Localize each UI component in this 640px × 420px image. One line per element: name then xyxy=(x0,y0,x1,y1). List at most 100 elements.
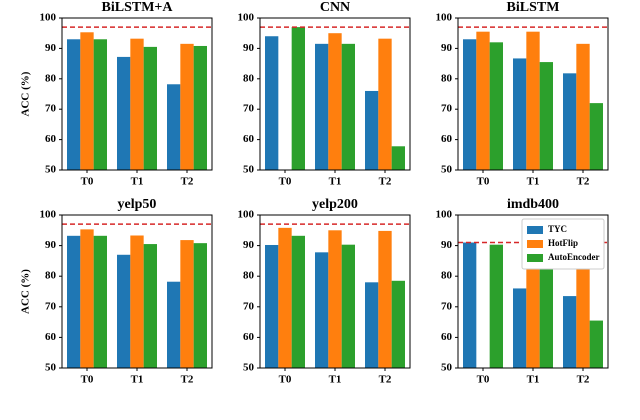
y-tick-label: 90 xyxy=(243,42,255,54)
plot-frame xyxy=(61,214,213,369)
y-tick-label: 90 xyxy=(441,42,453,54)
bar xyxy=(563,296,577,368)
x-tick-label: T1 xyxy=(131,374,144,386)
bar xyxy=(117,254,131,368)
y-tick-label: 70 xyxy=(243,300,255,312)
bar xyxy=(278,227,292,368)
bar xyxy=(589,320,603,368)
y-tick-label: 60 xyxy=(243,331,255,343)
y-tick-label: 50 xyxy=(441,362,453,374)
bar xyxy=(193,45,207,170)
x-tick-label: T0 xyxy=(279,374,292,386)
plot-frame xyxy=(259,17,411,171)
x-tick-label: T2 xyxy=(577,374,590,386)
x-tick-label: T0 xyxy=(279,176,292,188)
chart-title: BiLSTM xyxy=(507,0,560,15)
y-tick-label: 100 xyxy=(238,209,255,221)
bar xyxy=(117,56,131,170)
y-tick-label: 90 xyxy=(441,239,453,251)
bar xyxy=(328,33,342,171)
bar xyxy=(143,244,157,368)
y-tick-label: 70 xyxy=(45,103,57,115)
y-tick-label: 60 xyxy=(441,331,453,343)
y-tick-label: 50 xyxy=(243,362,255,374)
bar xyxy=(291,27,305,171)
y-tick-label: 80 xyxy=(441,270,453,282)
bar xyxy=(80,32,94,171)
y-tick-label: 60 xyxy=(243,133,255,145)
bar xyxy=(180,43,194,171)
y-tick-label: 60 xyxy=(441,133,453,145)
y-tick-label: 100 xyxy=(436,12,453,24)
bar xyxy=(167,84,181,170)
bar xyxy=(143,46,157,170)
x-tick-label: T2 xyxy=(379,374,392,386)
bar xyxy=(67,235,81,368)
chart-title: CNN xyxy=(320,0,350,15)
x-tick-label: T0 xyxy=(477,374,490,386)
bar xyxy=(463,39,477,170)
y-tick-label: 80 xyxy=(45,270,57,282)
x-tick-label: T0 xyxy=(81,176,94,188)
x-tick-label: T1 xyxy=(329,176,342,188)
bar xyxy=(67,39,81,170)
bar xyxy=(513,288,527,368)
bar xyxy=(265,36,279,170)
bar xyxy=(80,229,94,368)
legend-label: TYC xyxy=(548,224,567,234)
bar xyxy=(576,43,590,171)
bar xyxy=(378,230,392,368)
y-tick-label: 50 xyxy=(45,164,57,176)
legend-label: AutoEncoder xyxy=(548,252,600,262)
plot-frame xyxy=(457,17,609,171)
x-tick-label: T2 xyxy=(577,176,590,188)
bar xyxy=(365,282,379,368)
bar xyxy=(130,235,144,368)
x-tick-label: T1 xyxy=(131,176,144,188)
x-tick-label: T0 xyxy=(81,374,94,386)
y-tick-label: 90 xyxy=(45,42,57,54)
y-tick-label: 50 xyxy=(45,362,57,374)
x-tick-label: T1 xyxy=(527,176,540,188)
y-tick-label: 80 xyxy=(45,72,57,84)
y-axis-label: ACC (%) xyxy=(20,269,32,314)
y-tick-label: 60 xyxy=(45,331,57,343)
bar xyxy=(539,62,553,170)
x-tick-label: T1 xyxy=(527,374,540,386)
y-tick-label: 100 xyxy=(436,209,453,221)
bar xyxy=(193,243,207,368)
plot-frame xyxy=(457,214,609,369)
bar xyxy=(93,235,107,368)
chart-title: BiLSTM+A xyxy=(102,0,174,15)
y-tick-label: 80 xyxy=(243,72,255,84)
bar xyxy=(378,38,392,171)
bar xyxy=(291,235,305,368)
bar xyxy=(167,281,181,368)
bar xyxy=(576,254,590,368)
legend-swatch xyxy=(527,226,543,234)
plot-frame xyxy=(259,214,411,369)
y-tick-label: 90 xyxy=(243,239,255,251)
y-tick-label: 70 xyxy=(243,103,255,115)
y-tick-label: 60 xyxy=(45,133,57,145)
bar xyxy=(391,280,405,368)
plot-frame xyxy=(61,17,213,171)
y-tick-label: 80 xyxy=(441,72,453,84)
y-tick-label: 50 xyxy=(243,164,255,176)
x-tick-label: T2 xyxy=(181,176,194,188)
y-tick-label: 70 xyxy=(45,300,57,312)
y-tick-label: 70 xyxy=(441,300,453,312)
y-tick-label: 100 xyxy=(238,12,255,24)
bar xyxy=(265,244,279,368)
bar xyxy=(526,251,540,368)
x-tick-label: T2 xyxy=(181,374,194,386)
bar xyxy=(315,43,329,171)
y-tick-label: 90 xyxy=(45,239,57,251)
legend-label: HotFlip xyxy=(548,238,578,248)
y-tick-label: 100 xyxy=(40,209,57,221)
bar xyxy=(93,39,107,170)
bar xyxy=(463,242,477,368)
y-tick-label: 80 xyxy=(243,270,255,282)
bar xyxy=(341,43,355,171)
